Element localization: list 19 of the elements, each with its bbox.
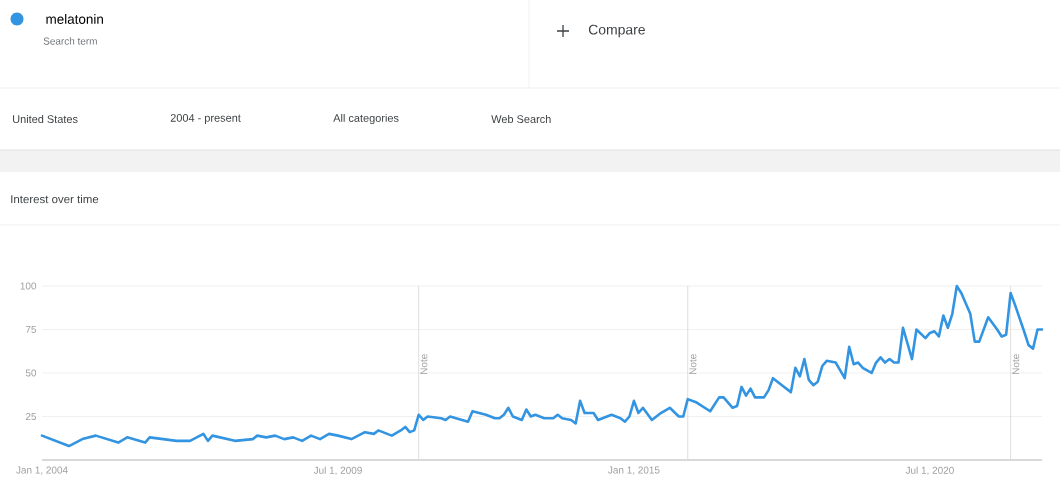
text: All categories: [333, 113, 399, 125]
text: Search term: [43, 37, 97, 45]
ref-line-label: Note: [1012, 354, 1020, 374]
x-tick-label: Jul 1, 2009: [313, 466, 362, 476]
text: 2004 - present: [170, 114, 241, 124]
ref-line-label: Note: [689, 354, 697, 374]
chart-title: Interest over time: [11, 194, 99, 204]
legend-label: melatonin: [46, 14, 103, 24]
text: Compare: [588, 24, 645, 38]
y-tick-label: 25: [25, 412, 37, 421]
y-tick-label: 50: [25, 369, 37, 377]
x-tick-label: Jan 1, 2015: [608, 466, 660, 475]
y-tick-label: 100: [20, 282, 37, 290]
y-tick-label: 75: [25, 326, 37, 333]
text: Web Search: [491, 114, 551, 124]
ref-line-label: Note: [420, 354, 428, 374]
x-tick-label: Jul 1, 2020: [905, 466, 954, 476]
x-tick-label: Jan 1, 2004: [16, 466, 68, 475]
text: United States: [13, 114, 78, 124]
